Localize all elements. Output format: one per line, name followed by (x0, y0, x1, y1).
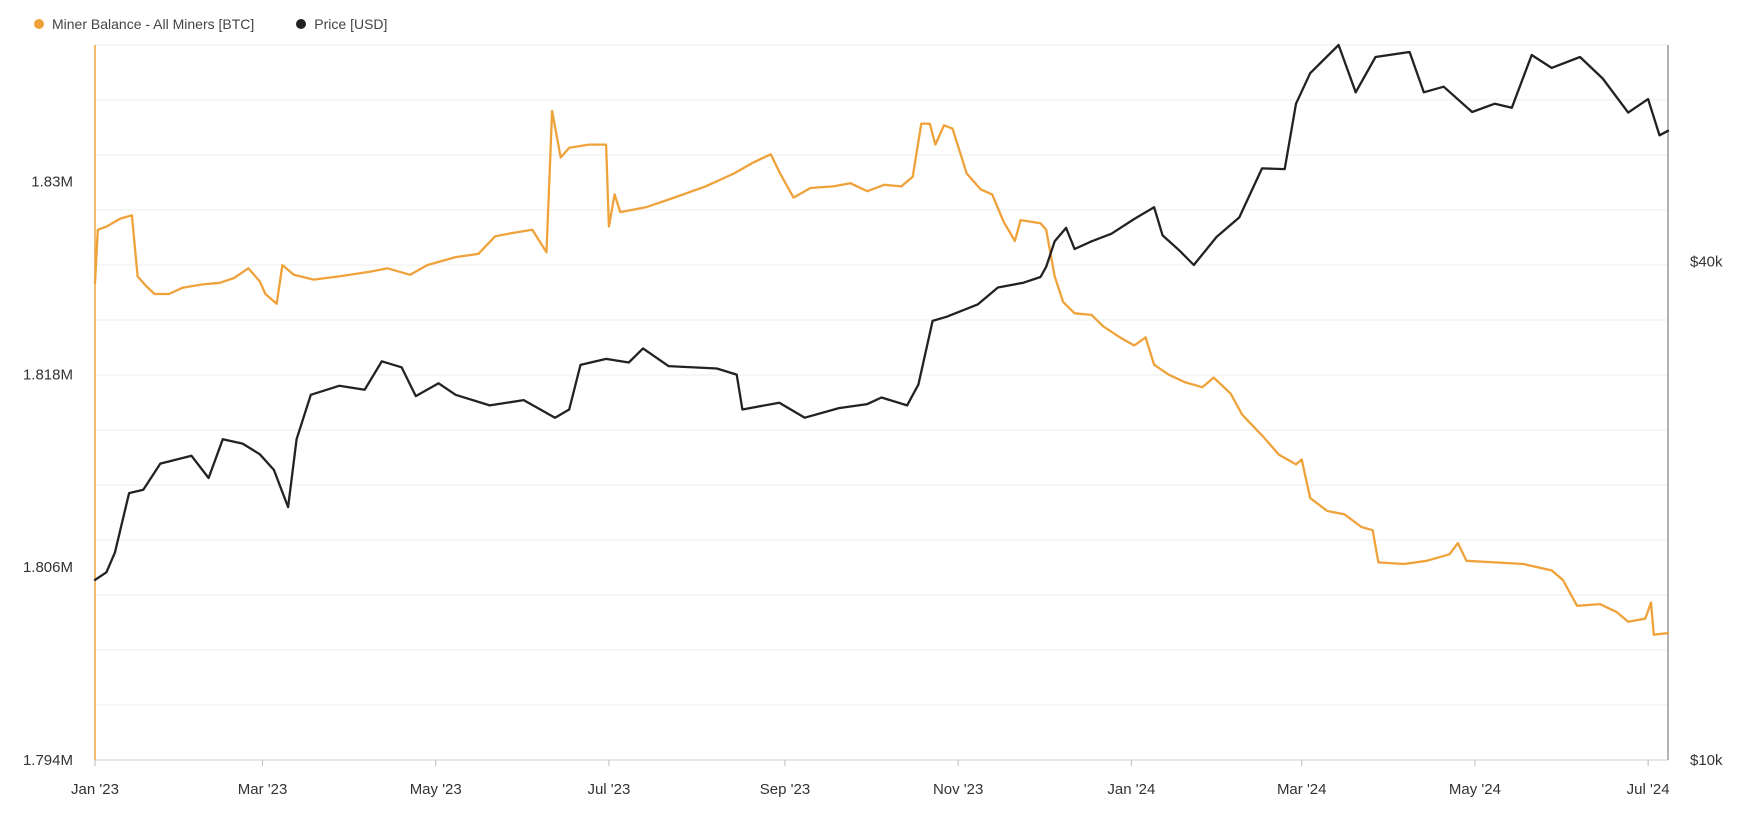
y-right-tick-label: $40k (1690, 253, 1723, 270)
legend-label-price: Price [USD] (314, 16, 388, 32)
x-tick-label: May '24 (1449, 781, 1501, 798)
x-tick-label: Nov '23 (933, 781, 983, 798)
legend-dot-miner-balance (34, 19, 44, 29)
x-tick-label: Jul '24 (1627, 781, 1670, 798)
x-tick-label: Jan '23 (71, 781, 119, 798)
y-left-tick-label: 1.818M (23, 366, 73, 383)
x-tick-label: May '23 (410, 781, 462, 798)
legend-dot-price (296, 19, 307, 29)
legend-label-miner-balance: Miner Balance - All Miners [BTC] (52, 16, 255, 32)
chart-legend: Miner Balance - All Miners [BTC] Price [… (34, 16, 387, 32)
x-tick-label: Mar '23 (238, 781, 288, 798)
x-tick-label: Jul '23 (587, 781, 630, 798)
x-tick-label: Jan '24 (1107, 781, 1155, 798)
x-tick-label: Sep '23 (760, 781, 810, 798)
series-line-miner-balance (93, 109, 1670, 636)
x-tick-label: Mar '24 (1277, 781, 1327, 798)
y-left-tick-label: 1.83M (31, 174, 73, 191)
legend-item-miner-balance[interactable]: Miner Balance - All Miners [BTC] (34, 16, 254, 32)
y-left-tick-label: 1.794M (23, 752, 73, 769)
legend-item-price[interactable]: Price [USD] (296, 16, 387, 32)
y-right-tick-label: $10k (1690, 752, 1723, 769)
series-line-price (93, 43, 1670, 582)
y-left-tick-label: 1.806M (23, 559, 73, 576)
